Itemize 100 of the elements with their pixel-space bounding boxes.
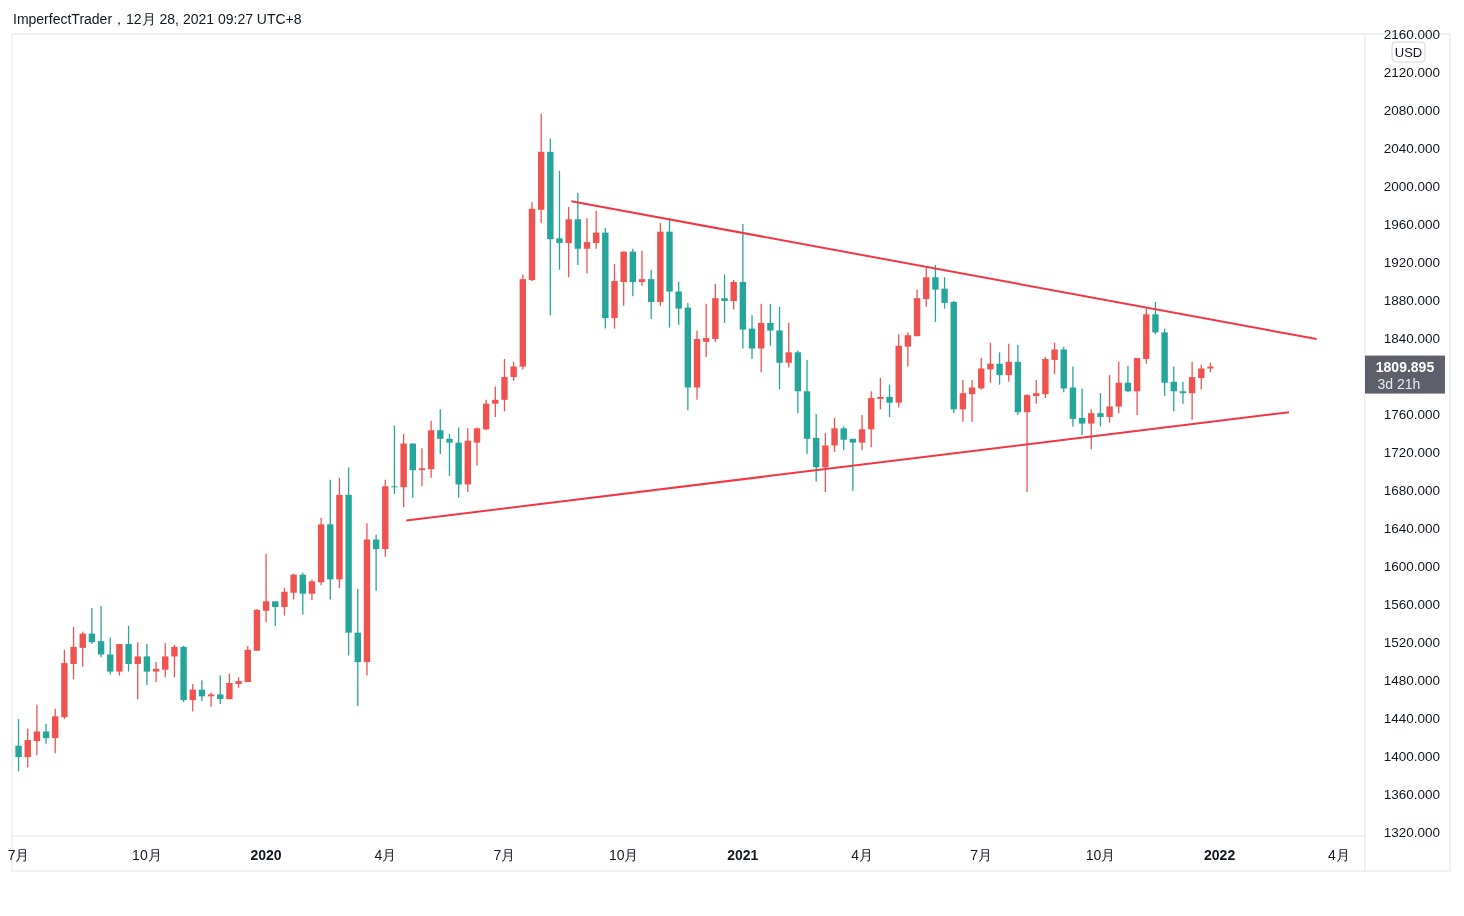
candlestick bbox=[583, 217, 591, 275]
x-tick-label: 10月 bbox=[1085, 847, 1116, 863]
candlestick bbox=[473, 426, 481, 467]
candlestick bbox=[308, 578, 316, 601]
candlestick bbox=[932, 264, 939, 323]
y-tick-label: 2160.000 bbox=[1383, 27, 1440, 42]
candlestick bbox=[70, 626, 77, 680]
candlestick bbox=[987, 342, 994, 384]
candlestick bbox=[217, 674, 224, 705]
candlestick bbox=[675, 281, 682, 326]
candlestick bbox=[858, 414, 866, 451]
candlestick bbox=[1198, 364, 1205, 391]
candlestick bbox=[262, 553, 270, 623]
y-tick-label: 1560.000 bbox=[1383, 597, 1440, 613]
x-tick-label: 7月 bbox=[493, 847, 516, 863]
candlestick bbox=[15, 718, 22, 773]
candlestick bbox=[152, 661, 160, 683]
text: 3d 21h bbox=[1377, 375, 1421, 392]
candlestick bbox=[1106, 374, 1113, 424]
y-tick-label: 1480.000 bbox=[1383, 673, 1440, 689]
candlestick bbox=[125, 625, 132, 673]
y-tick-label: 1680.000 bbox=[1383, 483, 1440, 499]
y-tick-label: 1600.000 bbox=[1383, 559, 1440, 575]
candlestick bbox=[171, 644, 178, 678]
x-tick-label: 4月 bbox=[374, 847, 397, 863]
candlestick bbox=[877, 377, 884, 410]
y-tick-label: 1360.000 bbox=[1383, 787, 1440, 803]
candlestick bbox=[748, 314, 756, 360]
candlestick bbox=[42, 723, 50, 745]
y-tick-label: 1840.000 bbox=[1383, 331, 1440, 347]
y-tick-label: 1440.000 bbox=[1383, 711, 1440, 727]
candlestick bbox=[886, 383, 893, 418]
candlestick bbox=[730, 279, 737, 311]
candlestick bbox=[978, 357, 985, 391]
candlestick bbox=[1051, 342, 1058, 375]
candlestick bbox=[1023, 393, 1031, 493]
y-tick-label: 1880.000 bbox=[1383, 293, 1440, 309]
y-tick-label: 1960.000 bbox=[1383, 217, 1440, 233]
title: ImperfectTrader，12月 28, 2021 09:27 UTC+8 bbox=[13, 11, 302, 27]
candlestick bbox=[437, 408, 444, 455]
x-tick-label: 4月 bbox=[1327, 847, 1350, 863]
candlestick bbox=[767, 303, 774, 347]
candlestick bbox=[299, 572, 306, 616]
ylabel: USD bbox=[1391, 41, 1426, 63]
candlestick bbox=[968, 379, 976, 423]
candlestick bbox=[831, 417, 838, 453]
candlestick bbox=[1179, 381, 1187, 405]
candlestick bbox=[226, 672, 233, 700]
candlestick bbox=[492, 385, 499, 418]
candlestick bbox=[281, 587, 288, 617]
candlestick bbox=[1097, 392, 1104, 428]
candlestick bbox=[207, 691, 215, 708]
candlestick bbox=[1152, 301, 1159, 335]
candlestick bbox=[501, 358, 508, 412]
candlestick bbox=[290, 573, 297, 601]
y-tick-label: 1400.000 bbox=[1383, 749, 1440, 765]
x-tick-label: 10月 bbox=[132, 847, 162, 863]
candlestick bbox=[391, 424, 398, 495]
candlestick bbox=[702, 303, 710, 358]
y-tick-label: 2040.000 bbox=[1383, 141, 1440, 157]
y-tick-label: 2080.000 bbox=[1383, 103, 1440, 119]
candlestick bbox=[97, 605, 105, 659]
candlestick bbox=[849, 438, 857, 492]
candlestick bbox=[638, 250, 646, 287]
candlestick bbox=[923, 267, 930, 308]
candlestick bbox=[1115, 361, 1122, 414]
candlestick bbox=[647, 269, 655, 320]
candlestick bbox=[785, 322, 792, 369]
candlestick bbox=[996, 351, 1003, 386]
candlestick bbox=[107, 636, 114, 676]
candlestick bbox=[510, 361, 517, 382]
candlestick bbox=[556, 170, 563, 271]
candlestick bbox=[162, 642, 169, 678]
y-tick-label: 1320.000 bbox=[1383, 825, 1440, 841]
y-tick-label: 1520.000 bbox=[1383, 635, 1440, 651]
candlestick bbox=[418, 447, 426, 487]
y-tick-label: 2000.000 bbox=[1383, 179, 1440, 195]
candlestick bbox=[904, 331, 912, 368]
x-tick-label: 10月 bbox=[608, 847, 639, 863]
candlestick bbox=[592, 210, 600, 250]
candlestick bbox=[189, 683, 196, 713]
candlestick bbox=[33, 704, 41, 756]
x-tick-label: 2022 bbox=[1204, 847, 1236, 863]
candlestick bbox=[721, 273, 728, 324]
y-tick-label: 2120.000 bbox=[1383, 65, 1440, 81]
candlestick bbox=[24, 727, 31, 769]
x-tick-label: 7月 bbox=[7, 847, 30, 863]
candlestick bbox=[1188, 361, 1196, 421]
candlestick bbox=[134, 641, 141, 700]
x-tick-label: 2020 bbox=[250, 847, 282, 863]
candlestick bbox=[822, 432, 829, 493]
candlestick bbox=[1033, 379, 1040, 405]
y-tick-label: 1720.000 bbox=[1383, 445, 1440, 461]
x-tick-label: 2021 bbox=[727, 847, 759, 863]
candlestick bbox=[959, 379, 967, 423]
y-tick-label: 1760.000 bbox=[1383, 407, 1440, 423]
candlestick bbox=[446, 433, 453, 477]
candlestick bbox=[272, 600, 279, 627]
candlestick bbox=[941, 276, 948, 310]
candlestick bbox=[79, 631, 86, 668]
